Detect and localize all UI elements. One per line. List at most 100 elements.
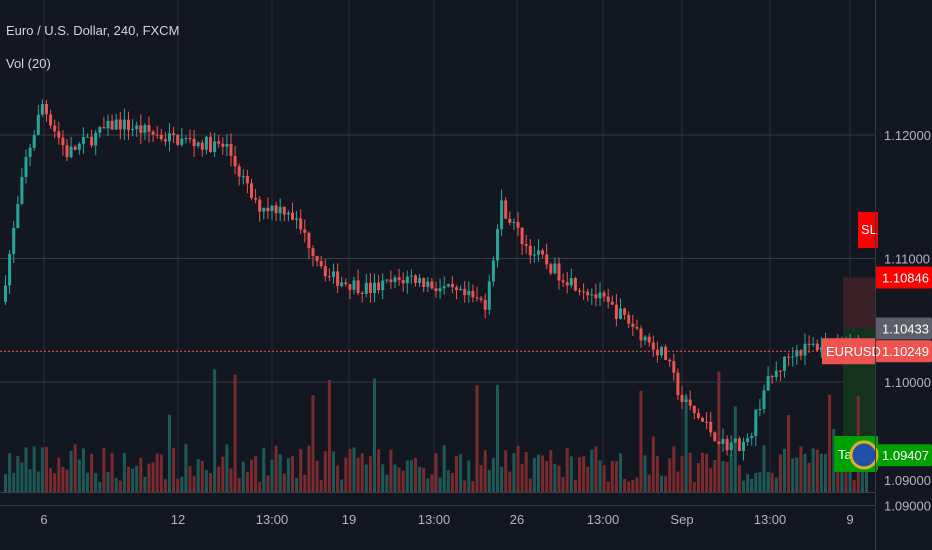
candle-body — [135, 125, 139, 129]
candle-body — [311, 248, 315, 257]
volume-bar — [233, 374, 237, 492]
volume-bar — [45, 446, 48, 492]
volume-bar — [319, 479, 323, 492]
candle-body — [278, 206, 282, 214]
candle-body — [430, 281, 434, 289]
volume-legend[interactable]: Vol (20) — [6, 56, 51, 71]
price-tick-label: 1.09000 — [884, 499, 931, 514]
candle-body — [705, 421, 709, 423]
volume-bar — [360, 453, 364, 492]
volume-bar — [225, 444, 229, 492]
volume-bar — [262, 447, 266, 492]
volume-bar — [746, 474, 750, 492]
candle-body — [237, 166, 241, 177]
volume-bar — [81, 448, 85, 492]
volume-bar — [163, 479, 167, 492]
candle-body — [582, 291, 586, 293]
last-price-tag: 1.10249 — [882, 344, 929, 359]
candle-body — [635, 326, 639, 329]
candle-body — [315, 256, 319, 262]
volume-bar — [537, 454, 540, 492]
candle-body — [508, 218, 512, 223]
candle-body — [86, 136, 89, 138]
candle-body — [713, 432, 717, 442]
volume-bar — [299, 449, 303, 492]
volume-bar — [807, 462, 811, 492]
candle-body — [455, 287, 458, 291]
volume-bar — [364, 464, 368, 492]
volume-bar — [606, 481, 610, 492]
volume-bar — [479, 465, 483, 492]
volume-bar — [307, 445, 311, 492]
volume-bar — [40, 447, 44, 492]
candle-body — [28, 147, 32, 157]
volume-bar — [598, 460, 602, 492]
volume-bar — [733, 406, 737, 492]
stop-loss-price-tag-bg — [875, 266, 932, 289]
candle-body — [701, 417, 704, 422]
chart-grid — [0, 0, 875, 506]
candle-body — [270, 205, 274, 212]
candle-body — [168, 133, 171, 142]
volume-bar — [94, 473, 98, 492]
candle-body — [479, 298, 483, 300]
candle-body — [221, 143, 225, 147]
candle-body — [426, 281, 430, 287]
volume-bar — [442, 445, 446, 492]
volume-bar — [762, 445, 766, 492]
candle-body — [254, 198, 258, 200]
candle-body — [344, 282, 348, 285]
volume-bar — [623, 478, 627, 492]
candle-body — [446, 284, 450, 287]
candle-body — [143, 125, 147, 133]
volume-bar — [282, 473, 286, 492]
candle-body — [483, 299, 487, 310]
volume-bar — [783, 448, 786, 492]
volume-bar — [832, 429, 836, 492]
candle-body — [90, 136, 94, 146]
volume-bar — [377, 449, 381, 492]
candle-body — [459, 288, 463, 291]
candle-body — [754, 409, 758, 436]
candle-body — [274, 205, 278, 214]
candle-body — [204, 136, 208, 150]
volume-bar — [483, 450, 487, 492]
volume-bar — [668, 458, 672, 492]
candle-body — [655, 349, 659, 356]
volume-bar — [69, 450, 73, 492]
candle-body — [487, 281, 491, 310]
volume-bar — [12, 472, 16, 492]
candle-body — [688, 399, 692, 406]
candle-body — [356, 280, 360, 293]
volume-bar — [455, 456, 458, 492]
stop-loss-label: SL — [861, 222, 877, 237]
volume-bars — [4, 369, 868, 492]
candle-body — [557, 263, 561, 281]
volume-bar — [844, 467, 848, 492]
volume-bar — [528, 478, 532, 492]
volume-bar — [631, 480, 635, 492]
volume-bar — [602, 465, 606, 492]
volume-bar — [430, 474, 434, 492]
volume-bar — [754, 472, 758, 492]
volume-bar — [114, 477, 118, 492]
volume-bar — [221, 456, 225, 492]
candle-body — [332, 271, 335, 277]
candle-body — [565, 282, 569, 286]
volume-bar — [270, 459, 274, 492]
candle-body — [758, 408, 762, 410]
candle-body — [409, 275, 413, 277]
volume-bar — [32, 446, 36, 492]
price-tick-label: 1.09000 — [884, 473, 931, 488]
candle-body — [122, 119, 126, 130]
candle-body — [811, 343, 815, 345]
volume-bar — [516, 445, 520, 492]
volume-bar — [139, 457, 143, 492]
candle-body — [299, 218, 303, 230]
stop-loss-price-tag: 1.10846 — [882, 271, 929, 286]
volume-bar — [209, 473, 212, 492]
symbol-legend[interactable]: Euro / U.S. Dollar, 240, FXCM — [6, 23, 180, 38]
take-profit-price-tag-bg — [875, 444, 932, 467]
volume-bar — [196, 459, 200, 492]
